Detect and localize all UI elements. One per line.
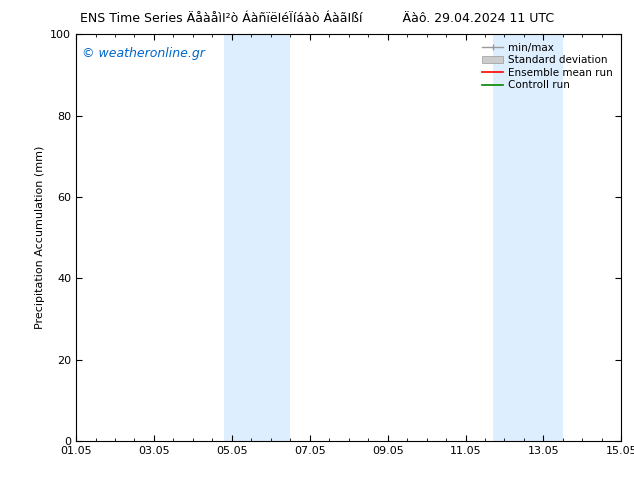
Text: ENS Time Series ÄåàåìI²ò ÁàñïëIéÏíáàò ÁàãIßí          Äàô. 29.04.2024 11 UTC: ENS Time Series ÄåàåìI²ò ÁàñïëIéÏíáàò Áà…	[80, 12, 554, 25]
Bar	[224, 34, 290, 441]
Text: © weatheronline.gr: © weatheronline.gr	[82, 47, 204, 59]
Legend: min/max, Standard deviation, Ensemble mean run, Controll run: min/max, Standard deviation, Ensemble me…	[479, 40, 616, 94]
Y-axis label: Precipitation Accumulation (mm): Precipitation Accumulation (mm)	[35, 146, 44, 329]
Bar	[493, 34, 563, 441]
